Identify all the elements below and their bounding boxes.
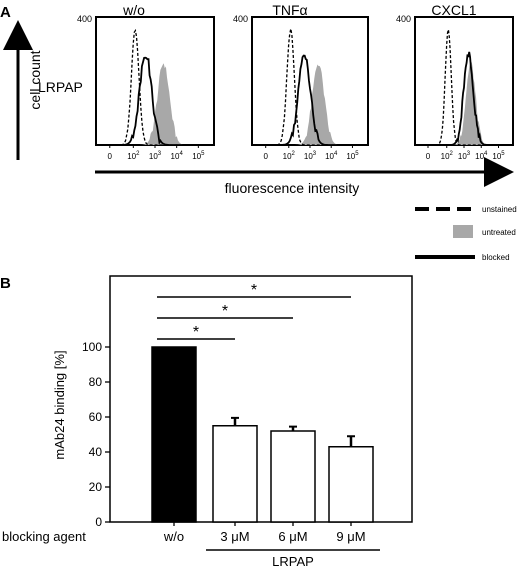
bar-x-ticks: w/o 3 μM 6 μM 9 μM <box>163 522 366 544</box>
histogram-tnfa: TNFα 400 0 102 103 104 105 <box>233 2 369 161</box>
histogram-x-tick-label: 102 <box>283 151 296 161</box>
y-tick-label: 60 <box>89 410 103 424</box>
histogram-x-tick-label: 104 <box>171 151 184 161</box>
histogram-x-tick-label: 103 <box>149 151 162 161</box>
histogram-x-tick-label: 104 <box>325 151 338 161</box>
y-tick-label: 100 <box>82 340 102 354</box>
histogram-title: CXCL1 <box>431 2 476 18</box>
y-axis-label: cell count <box>27 50 43 109</box>
histogram-ymax: 400 <box>77 14 92 24</box>
x-tick-label: 9 μM <box>336 529 365 544</box>
histogram-cxcl1: CXCL1 400 0 102 103 104 105 <box>396 2 514 161</box>
blocking-agent-label: blocking agent <box>2 529 86 544</box>
significance-star: * <box>193 324 199 341</box>
panel-a: A cell count LRPAP w/o 400 0 102 103 104 105… <box>0 2 517 262</box>
untreated-histogram <box>262 64 358 145</box>
histogram-wo: w/o 400 0 102 103 104 105 <box>77 2 215 161</box>
bar-y-axis-label: mAb24 binding [%] <box>52 350 67 459</box>
bar <box>270 430 316 523</box>
x-tick-label: 3 μM <box>220 529 249 544</box>
histogram-x-tick-label: 105 <box>492 151 505 161</box>
histogram-title: TNFα <box>272 2 307 18</box>
significance-star: * <box>251 282 257 299</box>
significance-star: * <box>222 303 228 320</box>
y-tick-label: 0 <box>95 515 102 529</box>
blocked-histogram <box>425 51 503 146</box>
panel-b-label: B <box>0 275 11 292</box>
y-tick-label: 20 <box>89 480 103 494</box>
histogram-x-tick-label: 104 <box>475 151 488 161</box>
histogram-x-tick-label: 102 <box>441 151 454 161</box>
legend-untreated-swatch <box>453 225 473 238</box>
bar-plot-frame <box>109 275 413 523</box>
legend-unstained-label: unstained <box>482 205 517 214</box>
histogram-x-tick-label: 0 <box>263 152 268 161</box>
blocked-histogram <box>262 54 358 146</box>
histogram-x-tick-label: 105 <box>192 151 205 161</box>
histogram-x-tick-label: 0 <box>108 152 113 161</box>
lrpap-group-label: LRPAP <box>272 554 314 569</box>
histogram-x-tick-label: 105 <box>346 151 359 161</box>
histogram-x-tick-label: 102 <box>127 151 140 161</box>
blocked-histogram <box>106 56 204 146</box>
panel-a-label: A <box>0 4 11 21</box>
legend-blocked-label: blocked <box>482 253 510 262</box>
bar-y-ticks: 0 20 40 60 80 100 <box>82 340 110 529</box>
bar <box>212 425 258 523</box>
x-tick-label: w/o <box>163 529 184 544</box>
histogram-x-tick-label: 0 <box>426 152 431 161</box>
x-tick-label: 6 μM <box>278 529 307 544</box>
untreated-histogram <box>106 63 204 145</box>
histogram-x-tick-label: 103 <box>458 151 471 161</box>
legend: unstained untreated blocked <box>415 205 517 262</box>
panel-b: B mAb24 binding [%] 0 20 40 60 80 100 w/o 3 μM… <box>0 275 413 569</box>
histogram-ymax: 400 <box>396 14 411 24</box>
untreated-histogram <box>425 62 503 145</box>
bar-bars <box>151 346 374 523</box>
histogram-ymax: 400 <box>233 14 248 24</box>
y-tick-label: 80 <box>89 375 103 389</box>
y-tick-label: 40 <box>89 445 103 459</box>
bar <box>328 446 374 523</box>
histogram-x-tick-label: 103 <box>304 151 317 161</box>
significance-brackets: * * * <box>157 282 351 341</box>
legend-untreated-label: untreated <box>482 228 516 237</box>
bar <box>151 346 197 523</box>
histogram-title: w/o <box>122 2 145 18</box>
x-axis-label: fluorescence intensity <box>225 180 360 196</box>
row-label-lrpap: LRPAP <box>38 79 83 95</box>
